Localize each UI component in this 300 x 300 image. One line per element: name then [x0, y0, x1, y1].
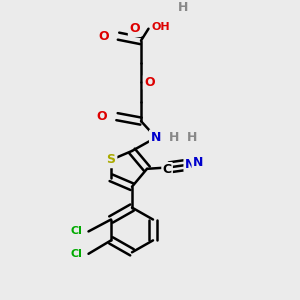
Text: H: H [187, 131, 197, 144]
Text: N: N [151, 131, 161, 144]
Text: O: O [97, 110, 107, 123]
Text: N: N [185, 158, 196, 171]
Text: N: N [193, 156, 203, 170]
Text: S: S [106, 153, 116, 167]
Text: O: O [145, 76, 155, 89]
Text: Cl: Cl [70, 249, 83, 259]
Text: H: H [169, 131, 179, 144]
Text: Cl: Cl [70, 226, 83, 236]
Text: O: O [98, 30, 109, 43]
Text: OH: OH [151, 22, 170, 32]
Text: H: H [178, 1, 188, 14]
Text: C: C [163, 163, 172, 176]
Text: O: O [130, 22, 140, 35]
